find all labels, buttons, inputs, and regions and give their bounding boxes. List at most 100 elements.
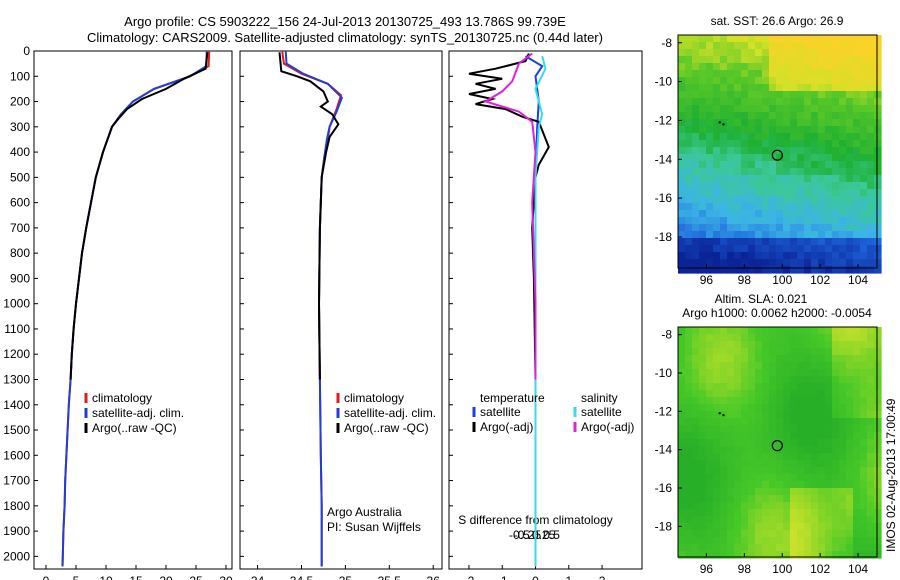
heatmap-cell xyxy=(804,98,812,106)
heatmap-cell xyxy=(846,224,854,232)
heatmap-cell xyxy=(678,348,686,356)
heatmap-cell xyxy=(804,439,812,447)
heatmap-cell xyxy=(713,252,721,260)
heatmap-cell xyxy=(790,453,798,461)
heatmap-cell xyxy=(755,439,763,447)
heatmap-cell xyxy=(748,63,756,71)
heatmap-cell xyxy=(713,49,721,57)
heatmap-cell xyxy=(860,119,868,127)
heatmap-cell xyxy=(762,348,770,356)
heatmap-cell xyxy=(811,49,819,57)
heatmap-cell xyxy=(734,98,742,106)
heatmap-cell xyxy=(755,217,763,225)
heatmap-cell xyxy=(811,418,819,426)
heatmap-cell xyxy=(678,266,686,274)
heatmap-cell xyxy=(741,481,749,489)
heatmap-cell xyxy=(706,161,714,169)
heatmap-cell xyxy=(825,411,833,419)
heatmap-cell xyxy=(727,495,735,503)
heatmap-cell xyxy=(769,203,777,211)
heatmap-cell xyxy=(769,327,777,335)
heatmap-cell xyxy=(804,42,812,50)
heatmap-cell xyxy=(692,84,700,92)
heatmap-cell xyxy=(748,418,756,426)
heatmap-cell xyxy=(832,460,840,468)
heatmap-cell xyxy=(783,488,791,496)
heatmap-cell xyxy=(825,77,833,85)
heatmap-cell xyxy=(818,516,826,524)
x-tick-label: 2 xyxy=(599,574,606,580)
heatmap-cell xyxy=(678,42,686,50)
heatmap-cell xyxy=(825,355,833,363)
heatmap-cell xyxy=(797,355,805,363)
heatmap-cell xyxy=(818,147,826,155)
heatmap-cell xyxy=(769,63,777,71)
heatmap-cell xyxy=(825,341,833,349)
heatmap-cell xyxy=(818,217,826,225)
heatmap-cell xyxy=(713,495,721,503)
heatmap-cell xyxy=(860,467,868,475)
heatmap-cell xyxy=(720,70,728,78)
heatmap-cell xyxy=(713,341,721,349)
heatmap-cell xyxy=(790,551,798,559)
heatmap-cell xyxy=(860,189,868,197)
heatmap-cell xyxy=(825,140,833,148)
heatmap-cell xyxy=(692,189,700,197)
heatmap-cell xyxy=(783,397,791,405)
heatmap-cell xyxy=(839,502,847,510)
heatmap-cell xyxy=(839,341,847,349)
depth-tick-label: 1500 xyxy=(3,423,30,437)
heatmap-cell xyxy=(748,523,756,531)
heatmap-cell xyxy=(762,147,770,155)
heatmap-cell xyxy=(720,203,728,211)
heatmap-cell xyxy=(860,418,868,426)
heatmap-cell xyxy=(769,56,777,64)
heatmap-cell xyxy=(783,467,791,475)
heatmap-cell xyxy=(804,70,812,78)
heatmap-cell xyxy=(762,56,770,64)
heatmap-cell xyxy=(734,175,742,183)
heatmap-cell xyxy=(846,63,854,71)
heatmap-cell xyxy=(797,474,805,482)
heatmap-cell xyxy=(783,516,791,524)
heatmap-cell xyxy=(678,189,686,197)
heatmap-cell xyxy=(797,119,805,127)
heatmap-cell xyxy=(762,369,770,377)
heatmap-cell xyxy=(685,133,693,141)
heatmap-cell xyxy=(860,488,868,496)
heatmap-cell xyxy=(727,446,735,454)
heatmap-cell xyxy=(818,84,826,92)
heatmap-cell xyxy=(839,70,847,78)
x-tick-label: 20 xyxy=(159,574,173,580)
heatmap-cell xyxy=(867,495,875,503)
heatmap-cell xyxy=(797,133,805,141)
heatmap-cell xyxy=(874,245,882,253)
heatmap-cell xyxy=(706,210,714,218)
heatmap-cell xyxy=(853,516,861,524)
heatmap-cell xyxy=(706,404,714,412)
heatmap-cell xyxy=(769,189,777,197)
heatmap-cell xyxy=(860,502,868,510)
heatmap-cell xyxy=(741,348,749,356)
heatmap-cell xyxy=(853,502,861,510)
heatmap-cell xyxy=(853,432,861,440)
heatmap-cell xyxy=(811,383,819,391)
heatmap-cell xyxy=(867,369,875,377)
heatmap-cell xyxy=(685,231,693,239)
heatmap-cell xyxy=(706,418,714,426)
heatmap-cell xyxy=(874,544,882,552)
heatmap-cell xyxy=(748,467,756,475)
heatmap-cell xyxy=(804,91,812,99)
heatmap-cell xyxy=(797,42,805,50)
heatmap-cell xyxy=(727,390,735,398)
heatmap-cell xyxy=(727,112,735,120)
heatmap-cell xyxy=(818,77,826,85)
heatmap-cell xyxy=(692,446,700,454)
heatmap-cell xyxy=(706,140,714,148)
heatmap-cell xyxy=(713,224,721,232)
heatmap-cell xyxy=(867,147,875,155)
heatmap-cell xyxy=(846,390,854,398)
heatmap-cell xyxy=(790,182,798,190)
heatmap-cell xyxy=(713,126,721,134)
heatmap-cell xyxy=(846,161,854,169)
